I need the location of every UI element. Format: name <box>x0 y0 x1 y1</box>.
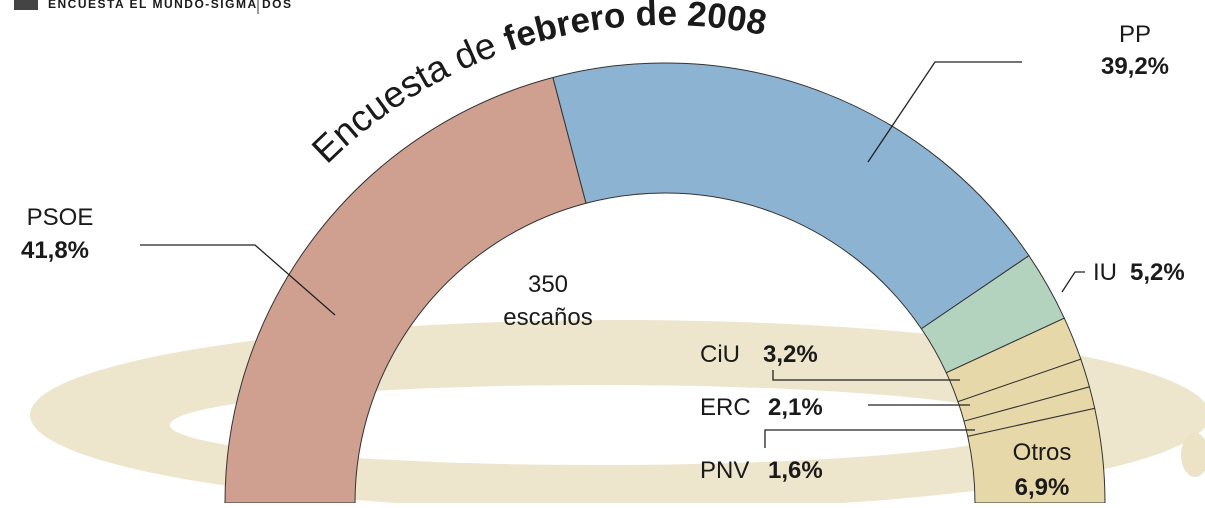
chart: ENCUESTA EL MUNDO-SIGMA DOS Encuesta de … <box>0 0 1205 503</box>
category-label: PNV <box>700 457 749 484</box>
value-label: 6,9% <box>1015 474 1070 501</box>
value-label: 2,1% <box>768 394 823 421</box>
category-label: IU <box>1093 259 1117 286</box>
value-label: 3,2% <box>763 341 818 368</box>
logo-icon <box>14 0 38 10</box>
title-emphasis: febrero de 2008 <box>499 0 770 59</box>
category-label: CiU <box>700 341 740 368</box>
seats: 350 <box>528 271 568 298</box>
category-label: ERC <box>700 394 751 421</box>
slice <box>553 63 1029 329</box>
category-label: PSOE <box>27 204 94 231</box>
value-label: 39,2% <box>1101 53 1169 80</box>
value-label: 41,8% <box>21 237 89 264</box>
seats-label: escaños <box>503 304 592 331</box>
leader-line <box>1062 272 1085 292</box>
header: ENCUESTA EL MUNDO-SIGMA DOS <box>14 0 293 14</box>
category-label: PP <box>1119 21 1151 48</box>
source: ENCUESTA EL MUNDO-SIGMA DOS <box>48 0 293 11</box>
value-label: 1,6% <box>768 457 823 484</box>
value-label: 5,2% <box>1130 259 1185 286</box>
category-label: Otros <box>1013 439 1072 466</box>
